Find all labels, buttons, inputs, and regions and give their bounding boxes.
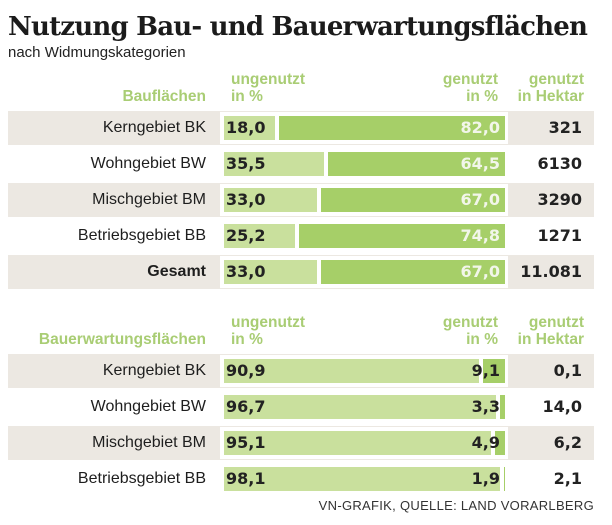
table-row: Mischgebiet BM 95,1 4,9 6,2 [8,426,594,460]
bar-used [328,152,505,176]
value-hektar-label: 1271 [537,226,582,245]
category-label: Betriebsgebiet BB [77,227,206,244]
value-unused-label: 35,5 [226,154,266,173]
bar-unused [224,260,317,284]
category-label: Mischgebiet BM [92,434,206,451]
category-label: Wohngebiet BW [90,155,206,172]
table-row: Mischgebiet BM 33,0 67,0 3290 [8,183,594,217]
table-row: Kerngebiet BK 18,0 82,0 321 [8,111,594,145]
value-used-label: 74,8 [460,226,500,245]
category-label: Kerngebiet BK [102,119,206,136]
category-label: Gesamt [147,263,206,280]
stacked-bar: 35,5 64,5 [220,148,508,180]
header-unused-line2: in % [231,331,263,348]
bar-used [321,260,505,284]
category-label: Betriebsgebiet BB [77,470,206,487]
value-hektar-label: 321 [548,118,582,137]
value-used-label: 67,0 [460,190,500,209]
bar-unused [224,431,491,455]
bar-used [299,224,505,248]
value-hektar-label: 14,0 [542,397,582,416]
table-row: Kerngebiet BK 90,9 9,1 0,1 [8,354,594,388]
header-used-line1: genutzt [442,314,498,331]
stacked-bar: 95,1 4,9 [220,427,508,459]
category-label: Mischgebiet BM [92,191,206,208]
bar-unused [224,359,479,383]
stacked-bar: 33,0 67,0 [220,184,508,216]
header-hektar-line1: genutzt [528,71,584,88]
value-used-label: 64,5 [460,154,500,173]
value-unused-label: 95,1 [226,433,266,452]
category-label: Kerngebiet BK [102,362,206,379]
value-hektar-label: 2,1 [553,469,582,488]
bar-used [495,431,505,455]
table-row: Betriebsgebiet BB 25,2 74,8 1271 [8,219,594,253]
stacked-bar: 96,7 3,3 [220,391,508,423]
chart-title: Nutzung Bau- und Bauerwartungsflächen [8,12,588,42]
value-used-label: 67,0 [460,262,500,281]
header-hektar-line1: genutzt [528,314,584,331]
stacked-bar: 18,0 82,0 [220,112,508,144]
section-header-bauflaechen: Bauflächen [122,88,206,105]
chart-subtitle: nach Widmungskategorien [8,44,186,61]
category-label: Wohngebiet BW [90,398,206,415]
value-unused-label: 18,0 [226,118,266,137]
bar-unused [224,116,275,140]
value-used-label: 82,0 [460,118,500,137]
header-unused-line2: in % [231,88,263,105]
value-hektar-label: 6,2 [553,433,582,452]
bar-used [500,395,505,419]
value-hektar-label: 3290 [537,190,582,209]
bar-used [483,359,505,383]
bar-unused [224,188,317,212]
header-used-line1: genutzt [442,71,498,88]
value-used-label: 9,1 [471,361,500,380]
value-hektar-label: 11.081 [520,262,582,281]
source-credit: VN-GRAFIK, QUELLE: LAND VORARLBERG [318,498,594,513]
stacked-bar: 33,0 67,0 [220,256,508,288]
header-used-line2: in % [466,331,498,348]
bar-unused [224,395,496,419]
header-hektar-line2: in Hektar [517,331,584,348]
value-unused-label: 33,0 [226,190,266,209]
stacked-bar: 25,2 74,8 [220,220,508,252]
table-row: Wohngebiet BW 35,5 64,5 6130 [8,147,594,181]
table-row: Gesamt 33,0 67,0 11.081 [8,255,594,289]
header-used-line2: in % [466,88,498,105]
value-unused-label: 96,7 [226,397,266,416]
value-hektar-label: 0,1 [553,361,582,380]
value-unused-label: 98,1 [226,469,266,488]
header-unused-line1: ungenutzt [231,71,306,88]
value-unused-label: 33,0 [226,262,266,281]
bar-used [279,116,505,140]
header-unused-line1: ungenutzt [231,314,306,331]
stacked-bar: 90,9 9,1 [220,355,508,387]
value-used-label: 1,9 [471,469,500,488]
stacked-bar: 98,1 1,9 [220,463,508,495]
bar-used [504,467,505,491]
bar-unused [224,152,324,176]
value-unused-label: 90,9 [226,361,266,380]
value-used-label: 3,3 [471,397,500,416]
value-used-label: 4,9 [471,433,500,452]
bar-used [321,188,505,212]
bar-unused [224,224,295,248]
section-header-bauerwartungsflaechen: Bauerwartungsflächen [38,331,206,348]
value-unused-label: 25,2 [226,226,266,245]
value-hektar-label: 6130 [537,154,582,173]
table-row: Wohngebiet BW 96,7 3,3 14,0 [8,390,594,424]
bar-unused [224,467,500,491]
table-row: Betriebsgebiet BB 98,1 1,9 2,1 [8,462,594,496]
header-hektar-line2: in Hektar [517,88,584,105]
